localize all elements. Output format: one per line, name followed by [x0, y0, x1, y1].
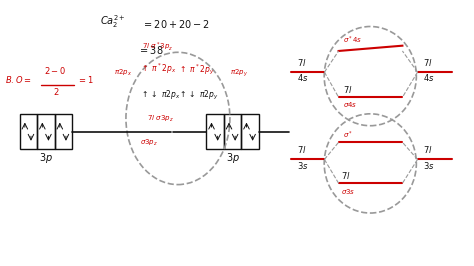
- Text: $2-0$: $2-0$: [44, 65, 66, 76]
- Text: $\sigma 3s$: $\sigma 3s$: [341, 187, 356, 196]
- Text: $7l$: $7l$: [423, 56, 432, 68]
- Text: $4s$: $4s$: [423, 72, 434, 84]
- Text: $= 20+20-2$: $= 20+20-2$: [143, 18, 210, 30]
- Text: $\sigma^*$: $\sigma^*$: [343, 130, 353, 141]
- Text: $\sigma 3p_z$: $\sigma 3p_z$: [140, 138, 158, 148]
- Text: $\uparrow\downarrow\ \pi 2p_y$: $\uparrow\downarrow\ \pi 2p_y$: [178, 89, 219, 102]
- Text: $7l$: $7l$: [423, 144, 432, 155]
- Text: $= 38$: $= 38$: [138, 44, 164, 56]
- Text: $\pi 2p_x$: $\pi 2p_x$: [114, 68, 132, 78]
- Text: $B.O =$: $B.O =$: [5, 74, 32, 85]
- Text: $7l$: $7l$: [341, 170, 351, 181]
- Text: $7l\ \sigma 3p_z$: $7l\ \sigma 3p_z$: [147, 114, 174, 124]
- Text: $2$: $2$: [53, 86, 60, 97]
- Text: $7l$: $7l$: [298, 56, 307, 68]
- Text: $7l$: $7l$: [343, 84, 353, 95]
- Text: $\sigma 4s$: $\sigma 4s$: [343, 99, 358, 109]
- Text: $7l\ \sigma^* 3p_z$: $7l\ \sigma^* 3p_z$: [143, 41, 174, 53]
- Text: $4s$: $4s$: [298, 72, 309, 84]
- Text: $\uparrow\ \pi^* 2p_x$: $\uparrow\ \pi^* 2p_x$: [140, 62, 177, 76]
- Text: $= 1$: $= 1$: [77, 74, 94, 85]
- Text: $7l$: $7l$: [298, 144, 307, 155]
- Text: $\uparrow\ \pi^* 2p_y$: $\uparrow\ \pi^* 2p_y$: [178, 62, 215, 77]
- Text: $Ca_2^{2+}$: $Ca_2^{2+}$: [100, 13, 126, 30]
- Text: $\sigma^* 4s$: $\sigma^* 4s$: [343, 34, 363, 45]
- Text: $\pi 2p_y$: $\pi 2p_y$: [230, 68, 248, 79]
- Text: $\uparrow\downarrow\ \pi 2p_x$: $\uparrow\downarrow\ \pi 2p_x$: [140, 88, 181, 101]
- Text: $3s$: $3s$: [423, 160, 434, 171]
- Text: $3p$: $3p$: [39, 151, 53, 165]
- Text: $3s$: $3s$: [298, 160, 309, 171]
- Text: $3p$: $3p$: [226, 151, 239, 165]
